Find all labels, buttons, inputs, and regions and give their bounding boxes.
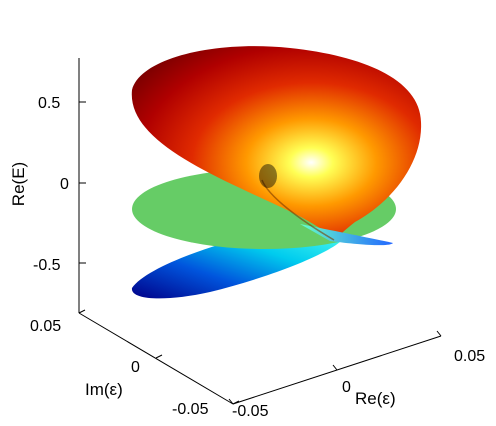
x-axis-label: Re(ε) <box>355 389 396 408</box>
z-tick-label-2: -0.5 <box>33 257 61 274</box>
z-axis-label: Re(E) <box>9 162 28 206</box>
lower-sheet-tail <box>300 224 393 246</box>
z-tick-label-1: 0 <box>60 176 69 193</box>
tick-marks <box>78 101 442 405</box>
y-tick-mark <box>155 354 163 359</box>
y-tick-mark <box>78 309 86 314</box>
x-tick-mark <box>332 364 338 371</box>
y-tick-label-1: 0 <box>131 359 140 376</box>
y-tick-label-0: 0.05 <box>30 318 61 335</box>
degeneracy-point-glow <box>259 164 277 188</box>
y-tick-mark <box>232 400 240 405</box>
x-tick-mark <box>436 330 442 337</box>
x-tick-label-1: 0 <box>342 379 351 396</box>
z-tick-label-0: 0.5 <box>38 95 60 112</box>
x-tick-mark <box>228 398 234 405</box>
degeneracy-crease <box>261 179 335 241</box>
y-axis-line <box>78 312 234 405</box>
upper-sheet-surface <box>131 46 422 241</box>
y-axis-label: Im(ε) <box>85 380 123 399</box>
x-tick-label-0: -0.05 <box>232 403 269 420</box>
y-tick-label-2: -0.05 <box>172 401 209 418</box>
x-tick-label-2: 0.05 <box>454 348 485 365</box>
